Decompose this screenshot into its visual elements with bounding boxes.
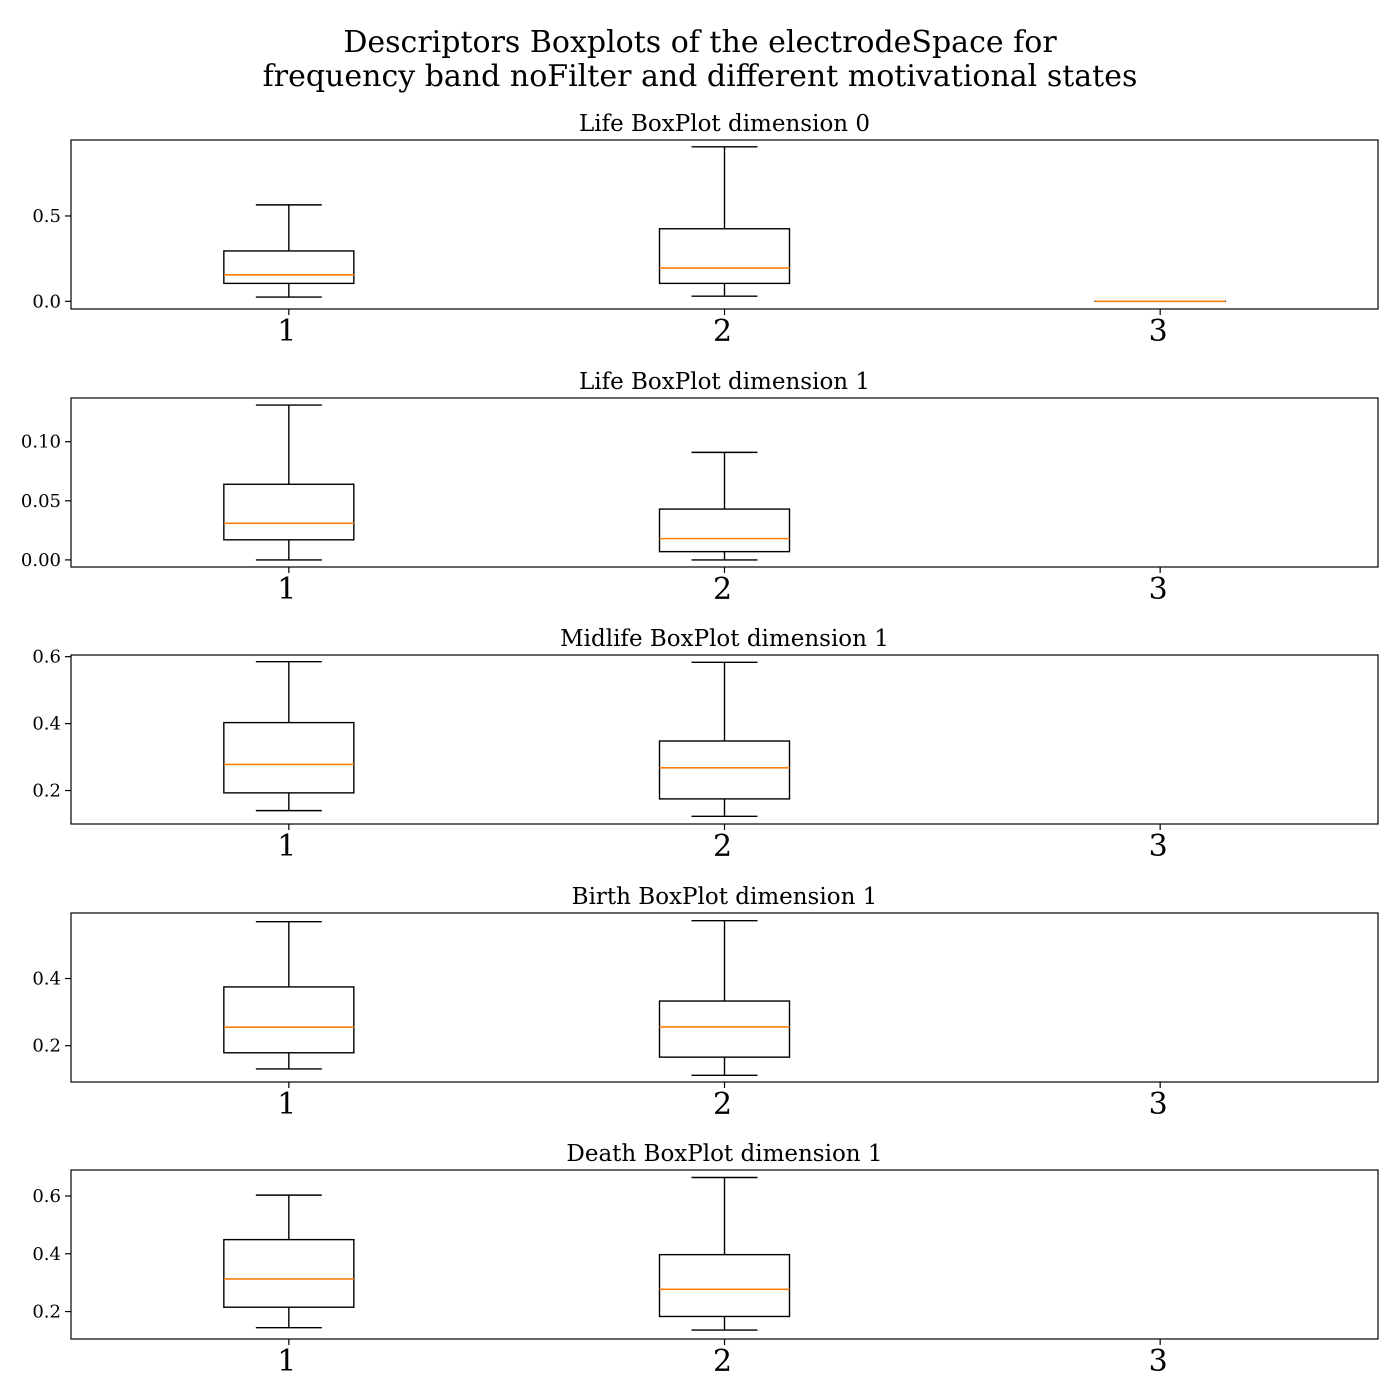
x-tick-label: 1 [277, 314, 296, 349]
x-tick-label: 2 [713, 1087, 732, 1122]
y-tick-label: 0.2 [32, 781, 61, 802]
y-tick-label: 0.5 [32, 206, 61, 227]
y-tick-label: 0.4 [32, 969, 61, 990]
box-1 [223, 404, 355, 561]
x-tick-label: 2 [713, 314, 732, 349]
panel-title: Midlife BoxPlot dimension 1 [560, 626, 889, 652]
box-2 [658, 451, 791, 561]
panel-frame [70, 139, 1379, 310]
x-tick-label: 3 [1149, 1087, 1168, 1122]
panel-frame [70, 912, 1379, 1083]
x-tick-label: 2 [713, 829, 732, 864]
figure-title-line: Descriptors Boxplots of the electrodeSpa… [343, 25, 1057, 60]
box-body [658, 1253, 791, 1318]
figure-title: Descriptors Boxplots of the electrodeSpa… [263, 25, 1138, 94]
panel-frame [70, 654, 1379, 825]
x-tick-label: 2 [713, 1344, 732, 1379]
y-tick-label: 0.10 [21, 432, 61, 453]
y-tick-label: 0.6 [32, 1186, 61, 1207]
box-1 [223, 660, 355, 812]
panel-4: Death BoxPlot dimension 1 0.2 0.4 0.6 1 2 3 [32, 1141, 1379, 1379]
x-tick-label: 1 [277, 1344, 296, 1379]
x-tick-label: 1 [277, 829, 296, 864]
y-tick-label: 0.4 [32, 1244, 61, 1265]
box-2 [658, 661, 791, 818]
box-body [223, 250, 355, 285]
x-tick-label: 1 [277, 572, 296, 607]
panel-0: Life BoxPlot dimension 0 0.0 0.5 1 2 3 [32, 111, 1379, 349]
panel-frame [70, 397, 1379, 568]
box-body [658, 1000, 791, 1058]
x-tick-label: 3 [1149, 1344, 1168, 1379]
x-tick-label: 1 [277, 1087, 296, 1122]
box-2 [658, 146, 791, 297]
panel-title: Life BoxPlot dimension 0 [579, 111, 870, 137]
box-2 [658, 1176, 791, 1331]
y-tick-label: 0.00 [21, 550, 61, 571]
box-body [658, 228, 791, 285]
box-1 [223, 921, 355, 1070]
x-tick-label: 3 [1149, 572, 1168, 607]
y-tick-label: 0.6 [32, 647, 61, 668]
panel-frame [70, 1169, 1379, 1340]
x-tick-label: 2 [713, 572, 732, 607]
figure-title-line: frequency band noFilter and different mo… [263, 59, 1138, 94]
y-tick-label: 0.05 [21, 491, 61, 512]
y-tick-label: 0.2 [32, 1302, 61, 1323]
box-body [223, 1238, 355, 1308]
y-tick-label: 0.0 [32, 291, 61, 312]
panel-title: Life BoxPlot dimension 1 [579, 369, 870, 395]
box-1 [223, 204, 355, 298]
box-2 [658, 920, 791, 1076]
panel-2: Midlife BoxPlot dimension 1 0.2 0.4 0.6 1 2 3 [32, 626, 1379, 864]
panel-title: Birth BoxPlot dimension 1 [572, 884, 878, 910]
y-tick-label: 0.2 [32, 1036, 61, 1057]
box-body [658, 508, 791, 553]
box-body [223, 721, 355, 794]
x-tick-label: 3 [1149, 829, 1168, 864]
x-tick-label: 3 [1149, 314, 1168, 349]
box-body [658, 740, 791, 800]
panel-1: Life BoxPlot dimension 1 0.00 0.05 0.10 1 2 3 [21, 369, 1379, 607]
y-tick-label: 0.4 [32, 714, 61, 735]
box-1 [223, 1194, 355, 1329]
panel-title: Death BoxPlot dimension 1 [566, 1141, 882, 1167]
box-body [223, 986, 355, 1054]
panel-3: Birth BoxPlot dimension 1 0.2 0.4 1 2 3 [32, 884, 1379, 1122]
box-body [223, 483, 355, 541]
